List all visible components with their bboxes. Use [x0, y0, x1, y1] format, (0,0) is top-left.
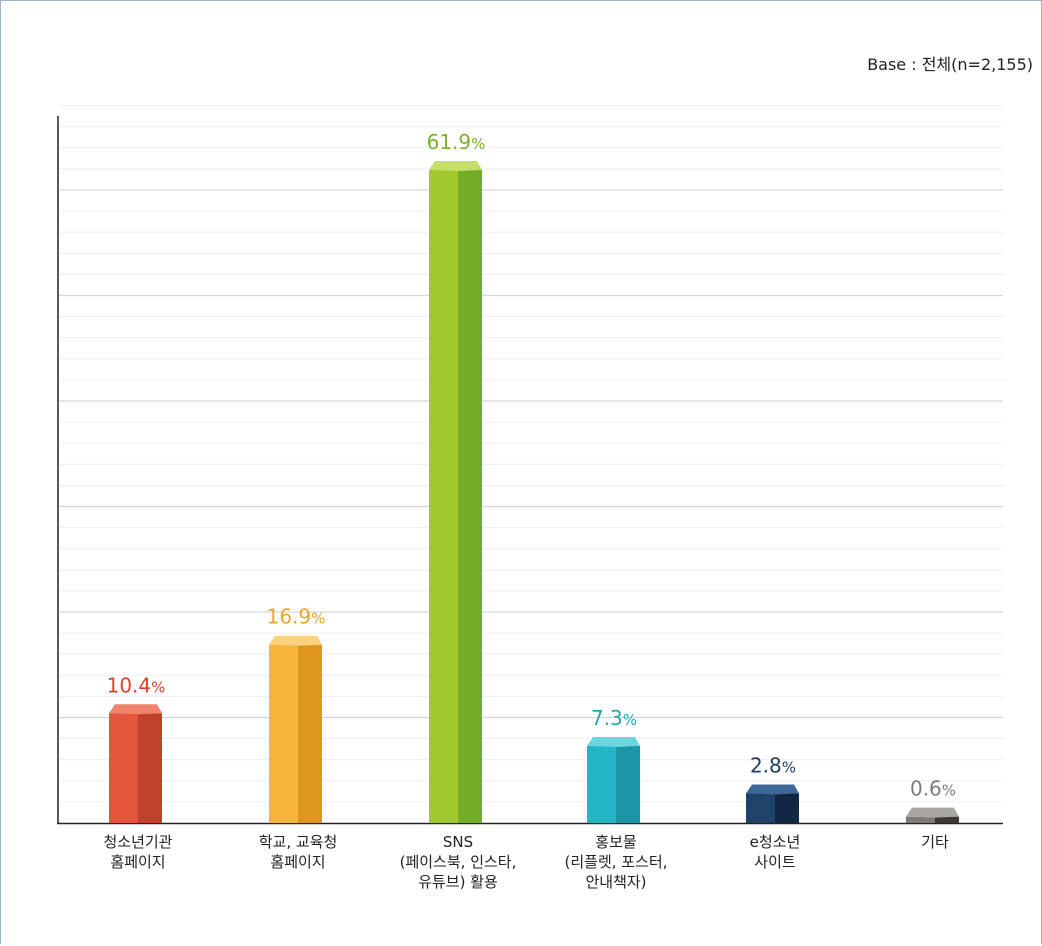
base-note: Base : 전체(n=2,155)	[867, 55, 1033, 74]
bar-top	[906, 807, 959, 818]
value-unit: %	[151, 678, 165, 696]
value-number: 16.9	[267, 605, 312, 629]
bar-front	[587, 745, 616, 823]
category-label: 안내책자)	[585, 873, 646, 891]
value-unit: %	[782, 758, 796, 776]
bar-front	[746, 793, 775, 823]
bar-top	[109, 704, 162, 715]
value-unit: %	[471, 135, 485, 153]
bar-top	[746, 784, 799, 795]
category-label: SNS	[443, 833, 473, 851]
grid-lines	[59, 105, 1003, 803]
bar-top	[587, 736, 640, 747]
value-number: 2.8	[750, 753, 782, 777]
value-label: 7.3%	[591, 706, 637, 730]
category-label: 유튜브) 활용	[418, 873, 498, 891]
bar-side	[775, 793, 799, 823]
value-number: 7.3	[591, 706, 623, 730]
value-label: 61.9%	[427, 130, 486, 154]
value-number: 61.9	[427, 130, 472, 154]
category-label: 홈페이지	[270, 853, 325, 871]
bar-front	[906, 816, 935, 823]
category-label: 홍보물	[595, 833, 636, 851]
category-label: 청소년기관	[103, 833, 172, 851]
value-unit: %	[942, 782, 956, 800]
bar-front	[109, 713, 138, 823]
value-label: 16.9%	[267, 605, 326, 629]
value-label: 10.4%	[107, 673, 166, 697]
value-unit: %	[311, 610, 325, 628]
category-label: 학교, 교육청	[259, 833, 338, 851]
value-number: 0.6	[910, 777, 942, 801]
category-label: 사이트	[754, 853, 796, 871]
category-label: e청소년	[750, 833, 801, 851]
category-label: 홈페이지	[110, 853, 165, 871]
value-label: 0.6%	[910, 777, 956, 801]
value-number: 10.4	[107, 673, 152, 697]
bar-top	[269, 635, 322, 646]
bar-side	[616, 745, 640, 823]
category-label: 기타	[921, 833, 949, 851]
bar-top	[429, 160, 482, 171]
bar-front	[429, 169, 458, 823]
bar-side	[458, 169, 482, 823]
bar-front	[269, 644, 298, 823]
value-label: 2.8%	[750, 753, 796, 777]
bars	[109, 160, 959, 823]
bar-side	[298, 644, 322, 823]
category-label: (리플렛, 포스터,	[565, 853, 668, 871]
bar-side	[138, 713, 162, 823]
bar-side	[935, 816, 959, 823]
category-label: (페이스북, 인스타,	[400, 853, 517, 871]
value-unit: %	[623, 711, 637, 729]
